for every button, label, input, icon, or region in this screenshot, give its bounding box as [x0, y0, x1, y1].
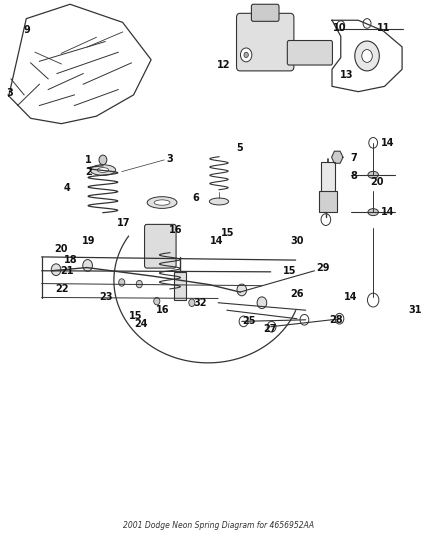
FancyBboxPatch shape	[287, 41, 332, 65]
Text: 16: 16	[169, 225, 182, 235]
Circle shape	[119, 279, 125, 286]
Ellipse shape	[90, 165, 116, 175]
Circle shape	[136, 280, 142, 288]
FancyBboxPatch shape	[174, 272, 186, 300]
Text: 15: 15	[129, 311, 143, 320]
Circle shape	[154, 297, 160, 305]
Circle shape	[189, 299, 195, 306]
Text: 21: 21	[60, 266, 74, 276]
Text: 12: 12	[216, 60, 230, 70]
Text: 14: 14	[210, 236, 224, 246]
Text: 32: 32	[194, 298, 207, 308]
Circle shape	[335, 313, 344, 324]
Text: 13: 13	[339, 70, 353, 79]
Text: 6: 6	[193, 193, 199, 203]
Text: 14: 14	[344, 293, 357, 302]
Text: 15: 15	[221, 229, 235, 238]
Text: 25: 25	[242, 316, 255, 326]
Circle shape	[362, 50, 372, 62]
Text: 10: 10	[332, 23, 346, 33]
Circle shape	[321, 214, 331, 225]
Text: 2001 Dodge Neon Spring Diagram for 4656952AA: 2001 Dodge Neon Spring Diagram for 46569…	[124, 521, 314, 530]
FancyBboxPatch shape	[321, 162, 335, 193]
Ellipse shape	[368, 209, 378, 215]
Text: 11: 11	[377, 23, 390, 33]
Circle shape	[237, 284, 247, 296]
Text: 23: 23	[99, 293, 113, 302]
Ellipse shape	[154, 200, 170, 205]
FancyBboxPatch shape	[237, 13, 294, 71]
Ellipse shape	[147, 197, 177, 208]
Text: 5: 5	[237, 143, 243, 153]
Circle shape	[355, 41, 379, 71]
Ellipse shape	[368, 171, 378, 178]
Circle shape	[337, 21, 345, 30]
Text: 26: 26	[290, 289, 304, 299]
Text: 22: 22	[56, 284, 69, 294]
Text: 3: 3	[7, 88, 13, 98]
Circle shape	[369, 138, 378, 148]
Text: 14: 14	[381, 138, 395, 148]
Circle shape	[99, 155, 107, 165]
Text: 19: 19	[82, 236, 95, 246]
Circle shape	[239, 316, 248, 327]
Text: 20: 20	[370, 177, 384, 187]
Text: 28: 28	[329, 315, 343, 325]
Text: 29: 29	[316, 263, 330, 272]
Text: 27: 27	[264, 325, 277, 334]
Circle shape	[267, 321, 276, 332]
Text: 15: 15	[283, 266, 296, 276]
Text: 1: 1	[85, 155, 92, 165]
Circle shape	[363, 19, 371, 28]
Text: 31: 31	[408, 305, 422, 315]
Text: 7: 7	[350, 154, 357, 163]
Text: 17: 17	[117, 218, 131, 228]
Circle shape	[240, 48, 252, 62]
Text: 3: 3	[166, 154, 173, 164]
Text: 20: 20	[54, 245, 68, 254]
Circle shape	[257, 297, 267, 309]
FancyBboxPatch shape	[319, 191, 337, 212]
Text: 2: 2	[85, 167, 92, 176]
Text: 4: 4	[64, 183, 70, 192]
Circle shape	[300, 314, 309, 325]
Polygon shape	[332, 151, 343, 163]
FancyBboxPatch shape	[251, 4, 279, 21]
Circle shape	[367, 293, 379, 307]
Text: 9: 9	[24, 25, 31, 35]
FancyBboxPatch shape	[145, 224, 176, 268]
Text: 14: 14	[381, 207, 395, 217]
Ellipse shape	[209, 198, 229, 205]
Text: 18: 18	[64, 255, 78, 265]
Circle shape	[51, 264, 61, 276]
Ellipse shape	[97, 167, 109, 173]
Text: 16: 16	[155, 305, 169, 315]
Circle shape	[83, 260, 92, 271]
Circle shape	[244, 52, 248, 58]
Text: 24: 24	[134, 319, 148, 329]
Text: 8: 8	[350, 171, 357, 181]
Text: 30: 30	[290, 236, 304, 246]
